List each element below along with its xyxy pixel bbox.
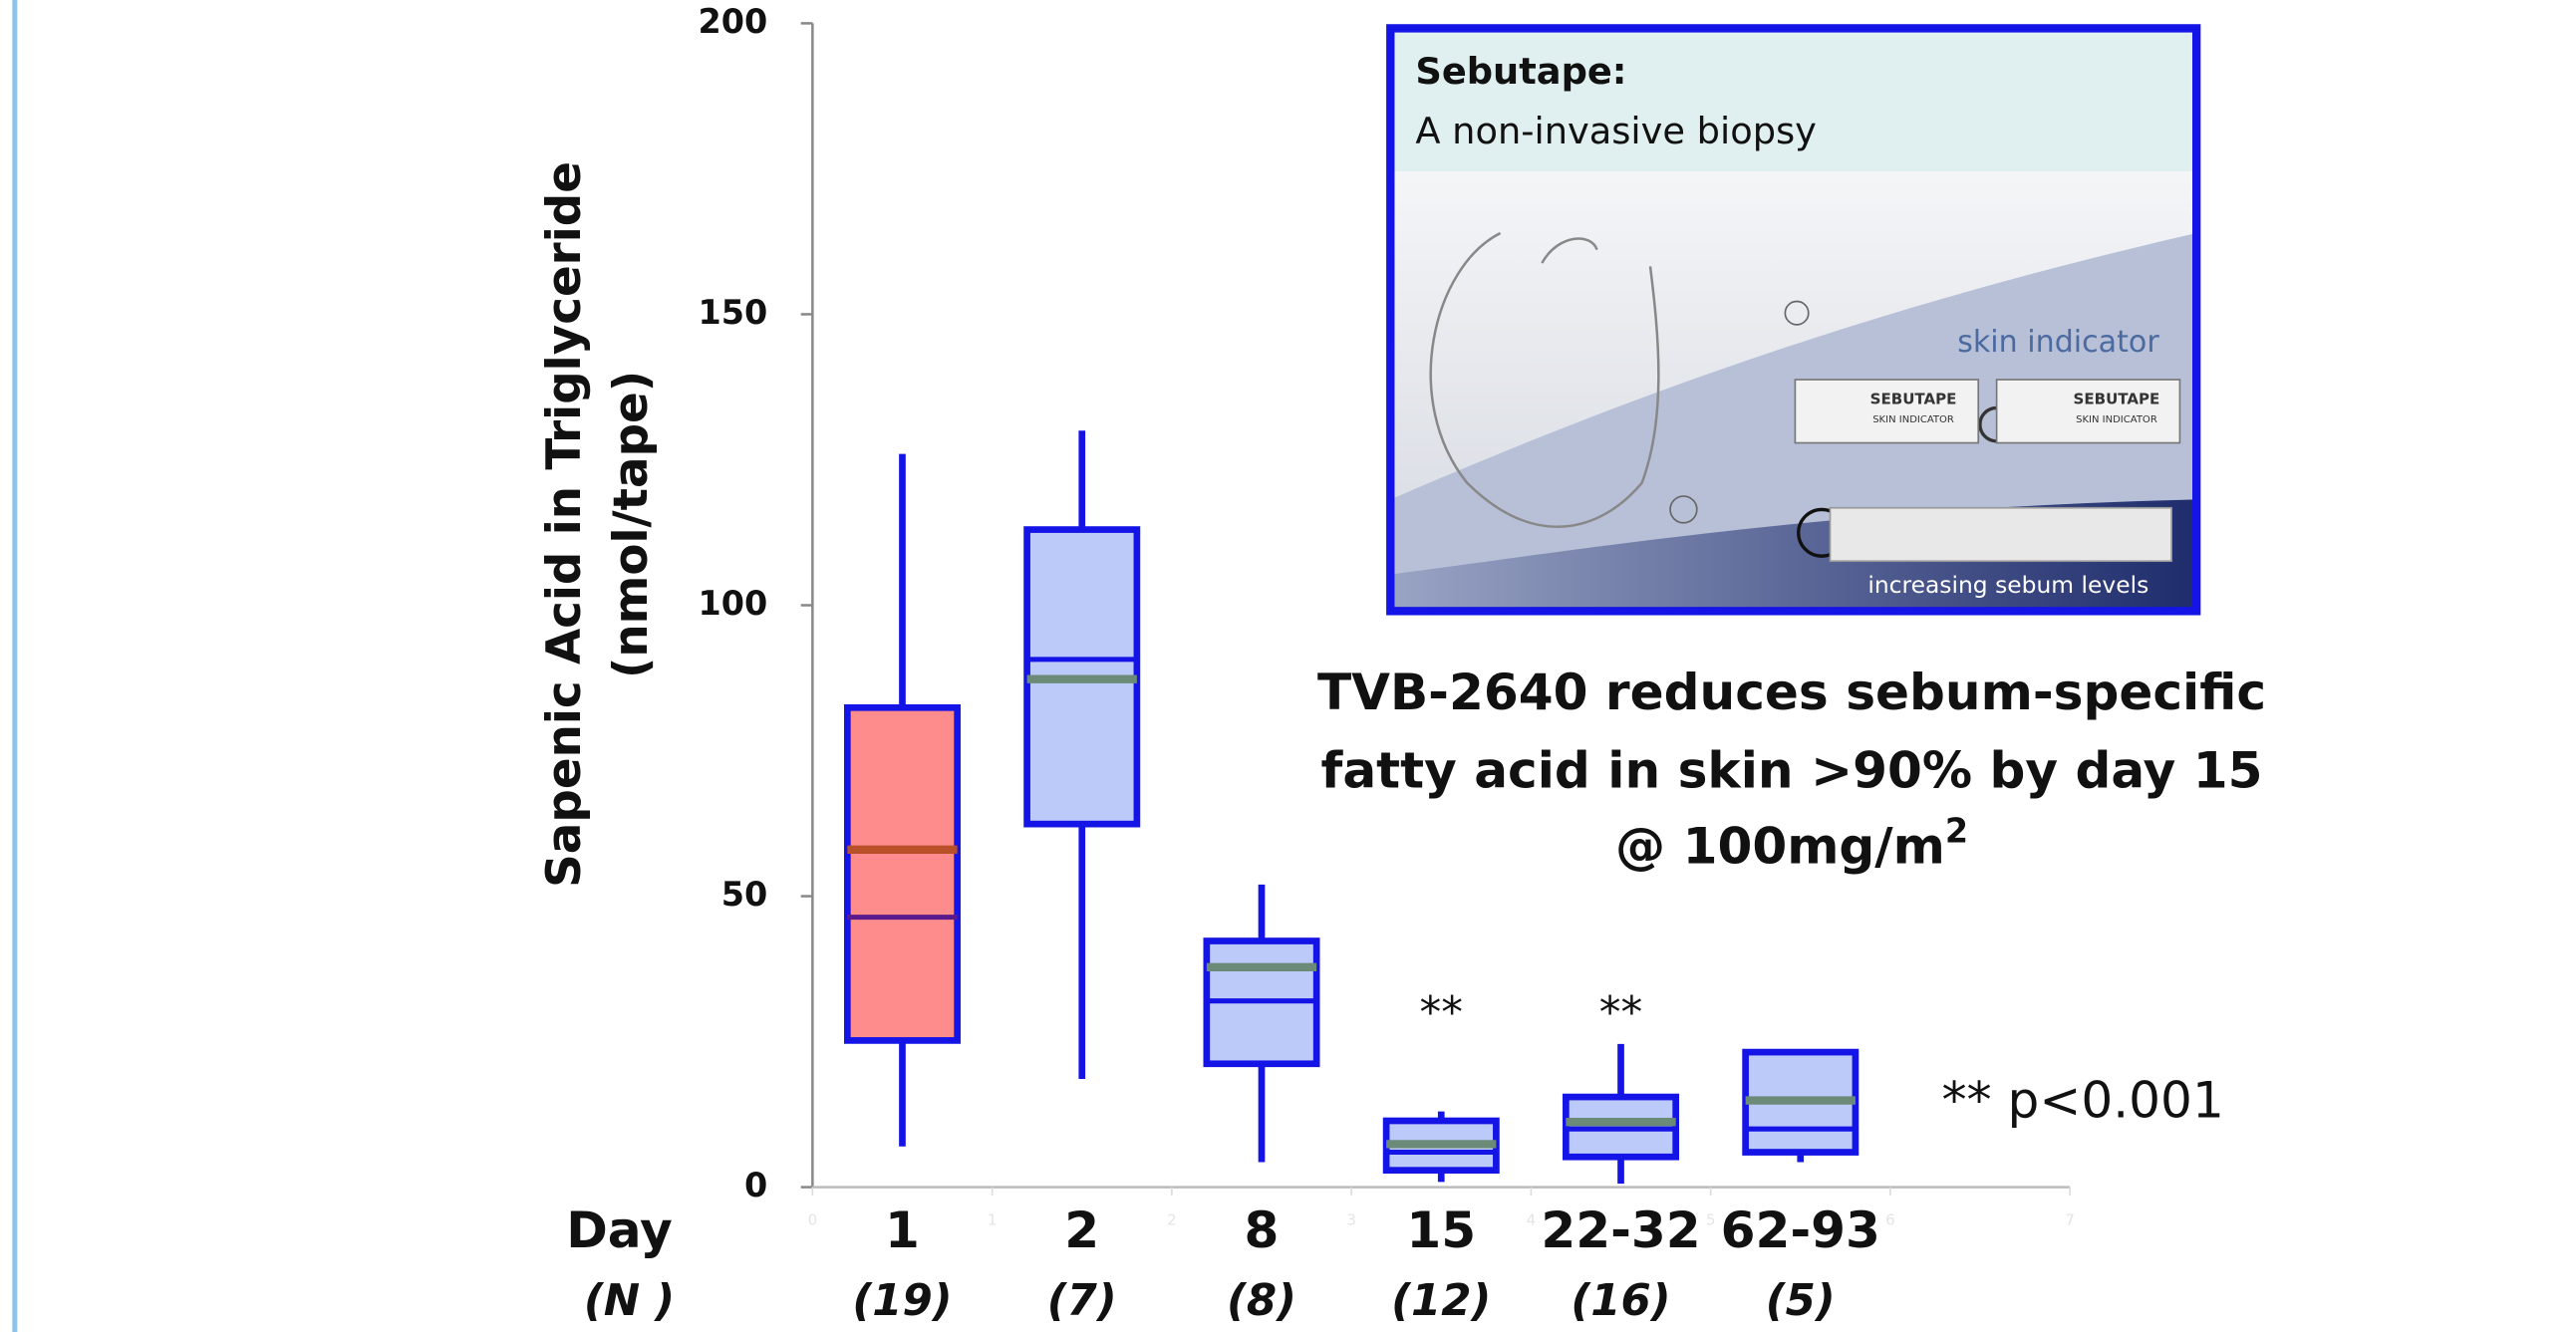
inset-subtitle: A non-invasive biopsy [1415,110,1817,152]
x-tick-label: 7 [2065,1211,2075,1229]
tape-label: SEBUTAPE [1870,391,1957,408]
x-header: Day [566,1200,673,1259]
x-tick-label: 3 [1346,1211,1356,1229]
x-category: 2 [1064,1200,1099,1259]
tape-label: SEBUTAPE [2074,391,2160,408]
headline-text: @ 100mg/m [1615,816,1945,875]
x-category: 22-32 [1541,1200,1700,1259]
x-tick-label: 0 [808,1211,818,1229]
x-tick-label: 4 [1527,1211,1537,1229]
scale-text: increasing sebum levels [1867,571,2148,599]
inset: SEBUTAPE SEBUTAPE SKIN INDICATOR SKIN IN… [1390,28,2196,611]
superscript: 2 [1945,811,1968,850]
headline: fatty acid in skin >90% by day 15 [1321,741,2263,800]
n-label: (5) [1766,1276,1836,1326]
n-label: (8) [1227,1276,1296,1326]
significance: ** [1420,988,1463,1038]
x-tick-label: 5 [1706,1211,1716,1229]
n-label: (12) [1391,1276,1491,1326]
n-label: (19) [852,1276,952,1326]
y-tick-label: 0 [744,1166,767,1204]
p-note: ** p<0.001 [1941,1071,2223,1130]
page: {"chart_data":{"type":"box", "y_label":[… [0,0,2576,1332]
headline: TVB-2640 reduces sebum-specific [1317,663,2266,721]
x-tick-label: 6 [1885,1211,1895,1229]
tape-sub: SKIN INDICATOR [1872,414,1954,425]
x-tick-label: 2 [1167,1211,1177,1229]
y-label-line: (nmol/tape) [605,371,659,678]
inset-title: Sebutape: [1415,50,1626,93]
sebum-scale [1830,508,2171,561]
y-tick-label: 200 [699,2,768,41]
x-category: 1 [885,1200,920,1259]
n-label: (7) [1047,1276,1117,1326]
box [847,707,957,1040]
indicator-text: skin indicator [1957,325,2159,360]
x-tick-label: 1 [988,1211,998,1229]
y-label: Sapenic Acid in Triglyceride (nmol/tape) [538,161,659,888]
tape [1997,380,2180,443]
y-tick-label: 100 [699,584,768,623]
n-label: (16) [1571,1276,1670,1326]
tape-sub: SKIN INDICATOR [2076,414,2157,425]
y-label-line: Sapenic Acid in Triglyceride [538,161,592,888]
y-tick-label: 150 [699,293,768,332]
n-header: (N ) [584,1276,675,1326]
headline: @ 100mg/m2 [1615,811,1968,875]
significance: ** [1599,988,1642,1038]
y-tick-label: 50 [721,875,768,914]
x-category: 8 [1245,1200,1280,1259]
tape [1795,380,1978,443]
x-category: 62-93 [1721,1200,1880,1259]
x-category: 15 [1406,1200,1476,1259]
chart: SEBUTAPE SEBUTAPE SKIN INDICATOR SKIN IN… [0,0,2576,1332]
